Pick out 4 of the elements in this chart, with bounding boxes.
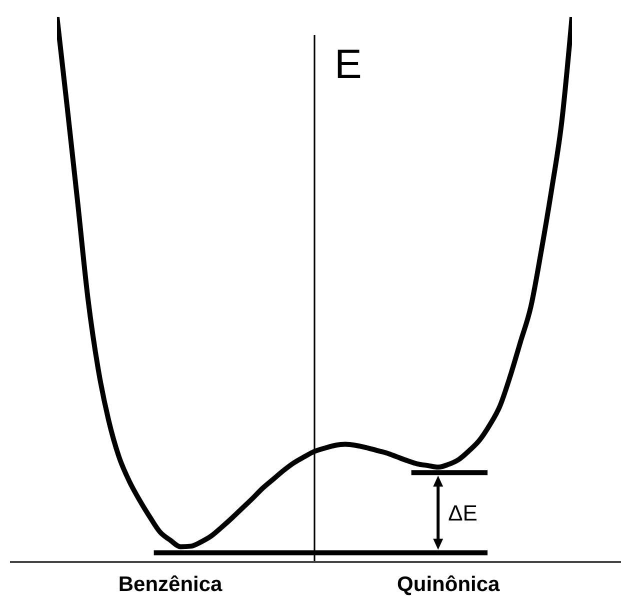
x-tick-label: Benzênica: [118, 572, 223, 596]
annotation: ΔE: [448, 500, 478, 526]
x-tick-label: Quinônica: [397, 572, 500, 596]
y-axis-title: E: [334, 41, 362, 87]
